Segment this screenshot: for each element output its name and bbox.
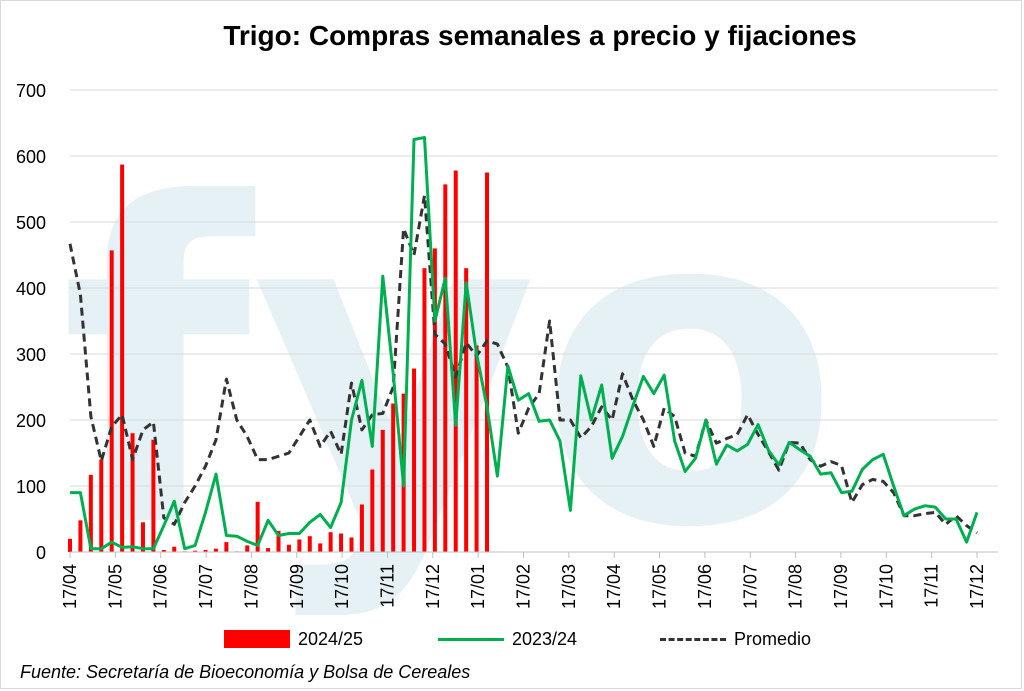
bar [422, 268, 427, 552]
bar [297, 539, 302, 552]
y-tick-label: 300 [16, 345, 46, 365]
line-promedio [68, 194, 978, 535]
bar [255, 501, 260, 552]
y-tick-label: 200 [16, 411, 46, 431]
x-tick-label: 17/12 [967, 564, 987, 609]
bar [245, 545, 250, 552]
y-tick-label: 700 [16, 81, 46, 101]
y-tick-label: 500 [16, 213, 46, 233]
bar [276, 530, 281, 552]
x-tick-label: 17/11 [922, 564, 942, 608]
x-tick-label: 17/04 [60, 564, 80, 609]
bar [130, 433, 135, 552]
legend-label: 2024/25 [298, 628, 364, 649]
bar [286, 544, 291, 552]
bar [307, 536, 312, 552]
x-tick-label: 17/12 [423, 564, 443, 609]
bar [213, 548, 218, 552]
bar [78, 520, 83, 552]
bar [412, 368, 417, 552]
bar [370, 469, 375, 552]
x-tick-label: 17/05 [650, 564, 670, 609]
x-tick-label: 17/03 [559, 564, 579, 609]
gridlines [70, 89, 998, 487]
x-tick-label: 17/05 [105, 564, 125, 609]
x-tick-label: 17/11 [377, 564, 397, 608]
bar [203, 550, 208, 552]
legend-label: Promedio [734, 628, 812, 649]
legend-item-promedio: Promedio [660, 626, 811, 652]
x-tick-label: 17/08 [241, 564, 261, 609]
bar [68, 538, 72, 552]
bar [432, 248, 437, 552]
x-tick-label: 17/09 [831, 564, 851, 609]
y-tick-label: 0 [36, 543, 46, 563]
x-tick-label: 17/01 [468, 564, 488, 609]
bar [151, 439, 156, 552]
bar [339, 533, 344, 552]
bar [359, 504, 364, 552]
bar [120, 164, 125, 552]
axes: 0 100 200 300 400 500 600 700 17/04 17/05 17/06 17/… [16, 81, 998, 609]
bar [485, 172, 490, 552]
bar [391, 403, 396, 552]
x-tick-label: 17/04 [604, 564, 624, 609]
x-tick-label: 17/09 [287, 564, 307, 609]
x-tick-label: 17/02 [514, 564, 534, 609]
y-tick-label: 600 [16, 147, 46, 167]
y-tick-label: 400 [16, 279, 46, 299]
legend-item-2024-25: 2024/25 [224, 626, 363, 652]
chart-title: Trigo: Compras semanales a precio y fija… [223, 20, 857, 51]
x-tick-label: 17/10 [876, 564, 896, 609]
bar [380, 429, 385, 552]
x-tick-label: 17/06 [695, 564, 715, 609]
source-note: Fuente: Secretaría de Bioeconomía y Bols… [20, 662, 471, 682]
bar [88, 474, 93, 552]
x-tick-label: 17/07 [740, 564, 760, 609]
x-tick-label: 17/10 [332, 564, 352, 609]
x-tick-label: 17/06 [151, 564, 171, 609]
bars-2024-25 [68, 164, 490, 552]
bar [140, 522, 145, 552]
legend-item-2023-24: 2023/24 [438, 626, 577, 652]
bar [161, 550, 166, 552]
legend-swatch-bar [224, 630, 290, 648]
legend-swatch-dashed [660, 637, 726, 641]
bar [224, 542, 229, 552]
bar [443, 184, 448, 552]
line-2023-24 [70, 136, 979, 551]
legend-swatch-line [438, 637, 504, 641]
bar [464, 268, 469, 552]
bar [99, 459, 104, 552]
x-tick-label: 17/08 [786, 564, 806, 609]
bar [172, 546, 177, 552]
bar [349, 537, 354, 552]
bar [474, 345, 479, 552]
x-tick-label: 17/07 [196, 564, 216, 609]
series-lines [68, 136, 979, 551]
bar [266, 548, 271, 552]
bar [193, 550, 198, 552]
legend-label: 2023/24 [512, 628, 578, 649]
bar [453, 170, 458, 552]
legend: 2024/25 2023/24 Promedio [0, 626, 1024, 652]
bar [109, 250, 114, 552]
bar [318, 543, 323, 552]
y-tick-label: 100 [16, 477, 46, 497]
bar [328, 532, 333, 552]
